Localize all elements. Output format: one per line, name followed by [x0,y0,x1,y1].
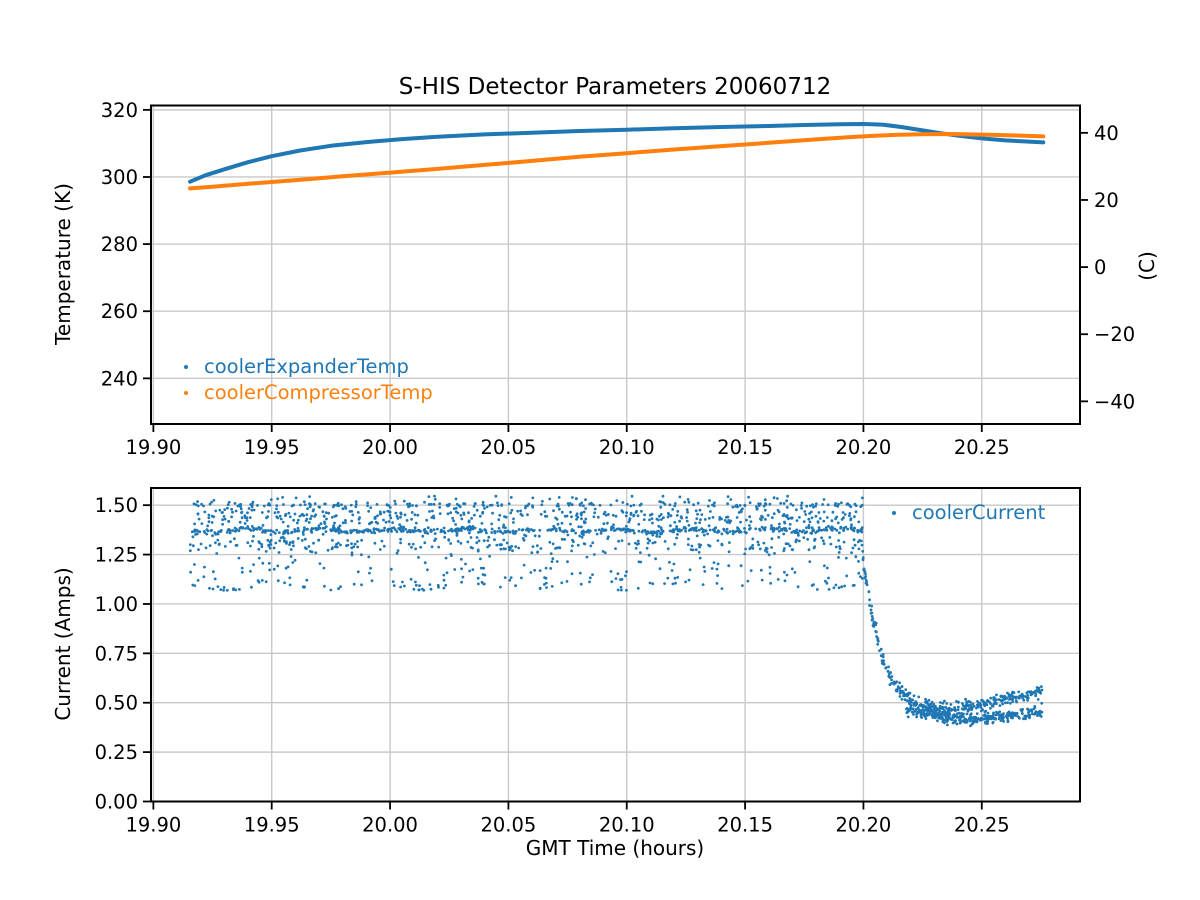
tick-label: 20 [1094,189,1119,212]
legend-label-cooler-current: coolerCurrent [912,501,1046,524]
tick-label: 20.00 [362,436,418,459]
tick-label: 20.05 [480,814,536,837]
legend-item-cooler-current: coolerCurrent [884,501,1045,524]
legend-item-expander-temp: coolerExpanderTemp [176,355,433,378]
tick-label: 1.25 [95,544,138,567]
axes-spines [150,104,1081,425]
legend-marker-dot-icon [184,390,188,395]
tick-label: 0.00 [95,791,138,814]
plot-data [188,122,1046,191]
tick-label: 19.95 [244,814,300,837]
legend-label-compressor-temp: coolerCompressorTemp [204,381,433,404]
tick-label: 20.10 [599,814,655,837]
legend-item-compressor-temp: coolerCompressorTemp [176,381,433,404]
series-points-coolerCurrent [188,494,1044,728]
top-right-y-axis-label: (C) [1135,251,1159,281]
series-line-coolerCompressorTemp [188,132,1046,191]
tick-label: 1.00 [95,593,138,616]
tick-labels: 19.90 19.95 20.00 20.05 20.10 20.15 20.20 20.25… [101,99,1135,459]
tick-label: 19.90 [125,814,181,837]
tick-label: 0.75 [95,642,138,665]
legend-bottom: coolerCurrent [884,501,1045,524]
tick-label: 19.95 [244,436,300,459]
tick-label: 20.05 [480,436,536,459]
tick-label: 19.90 [125,436,181,459]
tick-label: 40 [1094,122,1119,145]
axes-spines [150,487,1081,803]
legend-marker-dot-icon [184,364,188,369]
plot-data [188,494,1044,728]
tick-label: 20.10 [599,436,655,459]
legend-top: coolerExpanderTemp coolerCompressorTemp [176,355,433,404]
tick-label: 1.50 [95,494,138,517]
tick-marks [143,504,983,810]
top-y-axis-label: Temperature (K) [51,183,75,345]
chart-title: S-HIS Detector Parameters 20060712 [398,74,832,100]
gridlines [151,488,1080,803]
tick-label: 240 [101,367,138,390]
tick-label: 20.00 [362,814,418,837]
tick-label: −40 [1094,390,1135,413]
tick-label: 20.25 [954,814,1010,837]
tick-labels: 19.90 19.95 20.00 20.05 20.10 20.15 20.20 20.25… [95,494,1010,836]
gridlines [151,105,1080,424]
panel-1: 19.90 19.95 20.00 20.05 20.10 20.15 20.20 20.25… [95,487,1081,837]
legend-label-expander-temp: coolerExpanderTemp [204,355,409,378]
tick-label: 20.25 [954,436,1010,459]
tick-label: 0.50 [95,692,138,715]
tick-label: 20.15 [717,436,773,459]
tick-label: 20.20 [836,814,892,837]
x-axis-label: GMT Time (hours) [525,836,705,860]
tick-label: 0.25 [95,741,138,764]
tick-label: 20.15 [717,814,773,837]
bottom-y-axis-label: Current (Amps) [51,567,75,721]
legend-marker-dot-icon [892,510,896,515]
tick-label: 0 [1094,256,1106,279]
tick-label: 320 [101,99,138,122]
tick-label: 280 [101,233,138,256]
tick-label: −20 [1094,323,1135,346]
tick-label: 300 [101,166,138,189]
tick-label: 20.20 [836,436,892,459]
tick-label: 260 [101,300,138,323]
panel-0: 19.90 19.95 20.00 20.05 20.10 20.15 20.20 20.25… [101,99,1135,459]
tick-marks [143,108,1088,432]
